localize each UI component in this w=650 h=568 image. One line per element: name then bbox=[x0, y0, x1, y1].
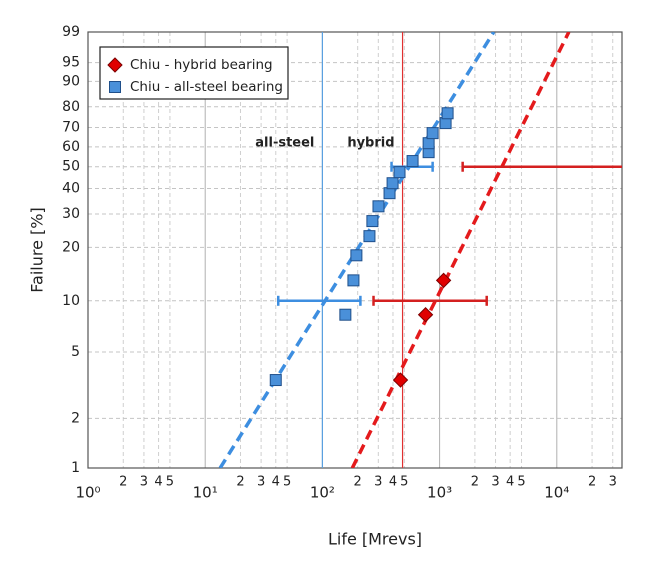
data-point bbox=[393, 166, 406, 179]
y-tick-label: 40 bbox=[62, 180, 80, 196]
x-tick-label: 2 bbox=[471, 475, 479, 490]
reference-label: hybrid bbox=[347, 136, 394, 151]
data-point bbox=[426, 127, 439, 140]
y-tick-label: 20 bbox=[62, 239, 80, 255]
x-tick-label: 3 bbox=[374, 475, 382, 490]
legend-label: Chiu - all-steel bearing bbox=[130, 79, 283, 95]
y-tick-label: 30 bbox=[62, 206, 80, 222]
y-tick-label: 60 bbox=[62, 139, 80, 155]
data-point bbox=[363, 230, 376, 243]
y-tick-label: 70 bbox=[62, 119, 80, 135]
y-tick-label: 99 bbox=[62, 24, 80, 40]
x-tick-label: 4 bbox=[272, 475, 280, 490]
x-tick-label: 5 bbox=[400, 475, 408, 490]
y-tick-label: 1 bbox=[71, 460, 80, 476]
x-tick-label: 3 bbox=[140, 475, 148, 490]
reference-label: all-steel bbox=[255, 136, 314, 151]
x-tick-label: 10¹ bbox=[193, 484, 218, 502]
x-tick-label: 5 bbox=[166, 475, 174, 490]
x-tick-label: 3 bbox=[491, 475, 499, 490]
x-tick-label: 10² bbox=[310, 484, 335, 502]
y-tick-label: 80 bbox=[62, 99, 80, 115]
y-tick-label: 90 bbox=[62, 73, 80, 89]
x-tick-label: 2 bbox=[236, 475, 244, 490]
x-tick-label: 4 bbox=[506, 475, 514, 490]
data-point bbox=[392, 372, 409, 388]
x-tick-label: 5 bbox=[517, 475, 525, 490]
y-tick-label: 10 bbox=[62, 293, 80, 309]
data-point bbox=[383, 187, 396, 200]
legend-marker bbox=[109, 81, 121, 93]
plot-frame bbox=[87, 31, 623, 469]
plot-area bbox=[218, 32, 622, 468]
data-point bbox=[347, 274, 360, 287]
data-point bbox=[417, 307, 434, 323]
y-tick-label: 50 bbox=[62, 159, 80, 175]
legend-label: Chiu - hybrid bearing bbox=[130, 57, 273, 73]
data-point bbox=[372, 200, 385, 213]
legend-marker bbox=[107, 57, 123, 73]
y-axis-label: Failure [%] bbox=[28, 207, 47, 292]
x-tick-label: 4 bbox=[154, 475, 162, 490]
x-tick-label: 3 bbox=[257, 475, 265, 490]
data-point bbox=[386, 177, 399, 190]
data-point bbox=[441, 107, 454, 120]
x-tick-label: 10³ bbox=[427, 484, 452, 502]
x-tick-label: 2 bbox=[354, 475, 362, 490]
x-axis-label: Life [Mrevs] bbox=[328, 530, 422, 549]
data-point bbox=[269, 374, 282, 387]
y-tick-label: 5 bbox=[71, 344, 80, 360]
y-tick-label: 95 bbox=[62, 55, 80, 71]
x-tick-label: 4 bbox=[389, 475, 397, 490]
x-tick-label: 10⁰ bbox=[75, 484, 100, 502]
data-point bbox=[422, 137, 435, 150]
x-tick-label: 3 bbox=[609, 475, 617, 490]
x-tick-label: 2 bbox=[588, 475, 596, 490]
y-tick-label: 2 bbox=[71, 410, 80, 426]
legend-box bbox=[99, 46, 289, 100]
data-point bbox=[435, 272, 452, 289]
fit-line bbox=[350, 32, 571, 468]
legend: Chiu - hybrid bearing Chiu - all-steel be… bbox=[99, 46, 289, 100]
x-tick-label: 5 bbox=[283, 475, 291, 490]
data-point bbox=[406, 155, 419, 168]
x-tick-label: 2 bbox=[119, 475, 127, 490]
data-point bbox=[350, 249, 363, 262]
data-point bbox=[339, 308, 352, 321]
x-tick-label: 10⁴ bbox=[544, 484, 569, 502]
data-point bbox=[366, 215, 379, 228]
